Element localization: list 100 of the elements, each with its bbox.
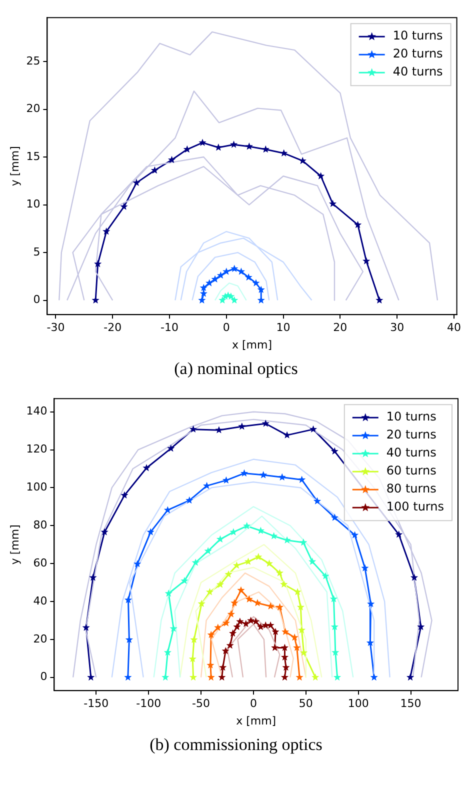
point [164, 506, 172, 514]
x-tick-label: 20 [333, 321, 348, 334]
point [262, 621, 270, 629]
point [322, 572, 330, 580]
point [216, 535, 224, 543]
point [230, 296, 238, 304]
point [309, 425, 318, 433]
point [236, 618, 244, 625]
point [244, 273, 252, 281]
point [183, 145, 191, 153]
point [245, 142, 253, 150]
point [280, 673, 289, 681]
point [224, 570, 232, 578]
point [298, 626, 306, 634]
point [328, 200, 337, 208]
point [265, 560, 274, 567]
x-tick-label: -150 [84, 697, 109, 710]
point [260, 471, 268, 478]
point [370, 673, 378, 681]
point [276, 569, 284, 576]
point [312, 673, 320, 681]
point [308, 558, 316, 565]
point [330, 447, 338, 455]
point [350, 531, 359, 538]
legend-label: 60 turns [386, 464, 436, 478]
point [296, 603, 304, 610]
y-tick-label: 40 [33, 594, 48, 608]
legend-label: 20 turns [392, 46, 443, 61]
point [189, 425, 198, 433]
x-tick-label: 40 [446, 321, 461, 334]
x-tick-label: -30 [46, 321, 65, 334]
point [134, 560, 142, 568]
point [218, 673, 226, 681]
point [82, 624, 90, 631]
point [192, 558, 200, 566]
point [186, 496, 194, 504]
point [102, 228, 110, 235]
point [266, 621, 274, 629]
y-tick-label: 5 [33, 245, 40, 258]
point [300, 538, 308, 546]
point [230, 264, 238, 272]
y-axis-title: y [mm] [8, 524, 22, 565]
point [206, 279, 214, 286]
x-tick-label: 30 [390, 321, 404, 334]
x-tick-label: -10 [160, 321, 178, 334]
point [200, 284, 208, 292]
point [167, 444, 175, 452]
point [204, 547, 212, 554]
x-tick-label: 0 [222, 321, 230, 334]
point [257, 286, 265, 294]
point [417, 622, 425, 630]
point [330, 514, 338, 521]
point [229, 629, 237, 637]
y-tick-label: 15 [26, 150, 40, 163]
point [211, 275, 219, 282]
y-tick-label: 10 [26, 198, 40, 211]
point [198, 138, 206, 146]
point [189, 673, 198, 681]
point [100, 528, 108, 536]
point [294, 588, 302, 596]
point [300, 648, 308, 656]
point [198, 600, 206, 607]
point [89, 574, 97, 581]
point [317, 172, 325, 180]
x-tick-label: 10 [276, 321, 290, 334]
point [237, 586, 245, 594]
point [270, 532, 278, 540]
point [94, 260, 102, 268]
point [354, 220, 362, 228]
y-tick-label: 25 [26, 54, 40, 68]
point [367, 600, 375, 608]
point [296, 673, 304, 681]
point [216, 580, 224, 588]
point [282, 628, 290, 636]
point [142, 464, 150, 472]
point [376, 296, 384, 304]
y-tick-label: 0 [33, 293, 40, 306]
y-tick-label: 0 [40, 670, 48, 684]
point [168, 156, 176, 164]
x-tick-label: -20 [104, 321, 122, 334]
point [330, 595, 338, 602]
point [180, 576, 188, 584]
point [222, 476, 230, 484]
point [276, 603, 284, 610]
point [410, 574, 418, 581]
point [150, 166, 159, 174]
point [164, 648, 172, 656]
point [395, 530, 403, 538]
y-tick-label: 100 [26, 480, 48, 494]
x-tick-label: 100 [348, 697, 369, 710]
point [207, 630, 215, 638]
y-tick-label: 20 [33, 632, 48, 646]
point [362, 257, 370, 264]
x-tick-label: 0 [250, 697, 257, 710]
x-axis-title: x [mm] [236, 714, 276, 728]
point [313, 497, 322, 504]
y-tick-label: 80 [33, 518, 48, 532]
y-tick-label: 140 [26, 404, 48, 418]
y-tick-label: 60 [33, 556, 48, 570]
point [266, 602, 274, 610]
